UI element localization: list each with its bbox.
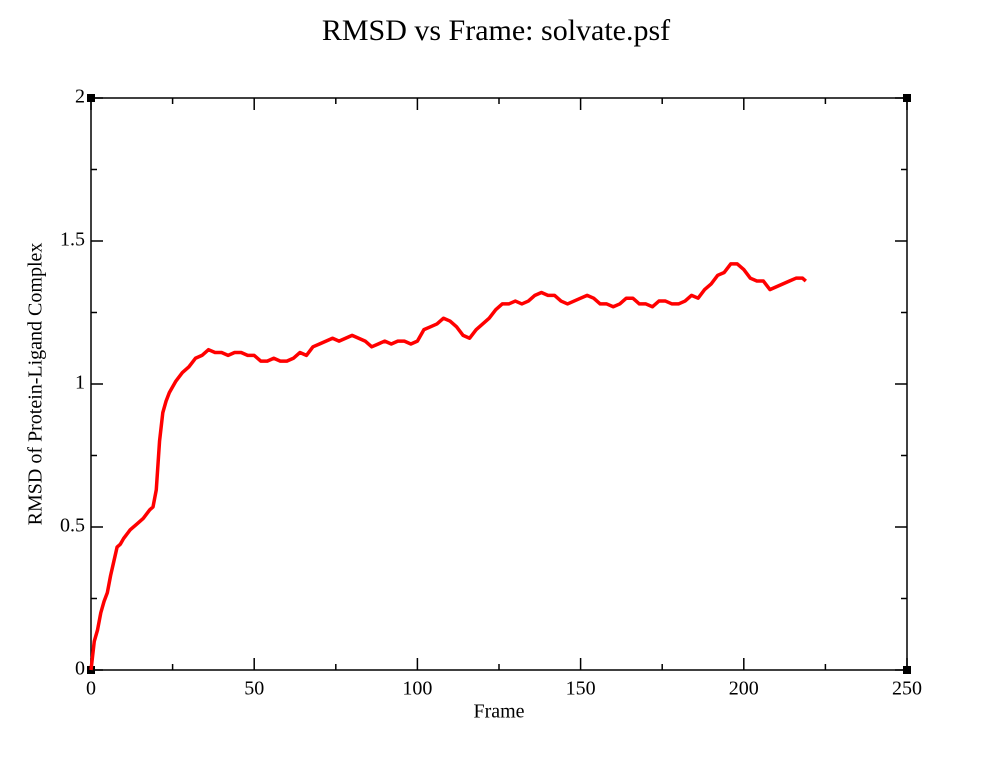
data-line <box>89 262 807 671</box>
x-tick-label: 150 <box>566 678 596 700</box>
chart-title: RMSD vs Frame: solvate.psf <box>322 14 670 47</box>
y-tick-label: 0.5 <box>60 515 85 537</box>
x-axis-label: Frame <box>473 701 524 723</box>
y-axis-label: RMSD of Protein-Ligand Complex <box>25 243 47 526</box>
x-tick-label: 250 <box>892 678 922 700</box>
y-tick-label: 1 <box>75 372 85 394</box>
y-tick-label: 0 <box>75 658 85 680</box>
x-tick-label: 100 <box>402 678 432 700</box>
y-tick-label: 1.5 <box>60 229 85 251</box>
x-tick-label: 200 <box>729 678 759 700</box>
y-tick-label: 2 <box>75 86 85 108</box>
x-tick-label: 0 <box>86 678 96 700</box>
x-tick-label: 50 <box>244 678 264 700</box>
